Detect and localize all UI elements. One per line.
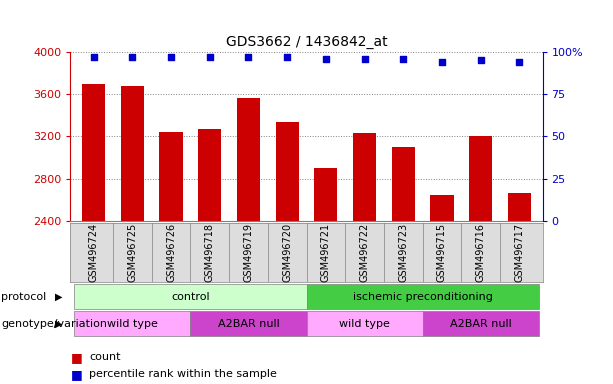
Bar [353,133,376,221]
Bar [469,136,492,221]
Point [243,54,253,60]
Bar [191,311,306,336]
Text: protocol: protocol [1,291,47,302]
Point [205,54,215,60]
Text: control: control [171,291,210,302]
Bar [74,311,191,336]
Point [514,59,524,65]
Bar [314,168,337,221]
Text: GSM496719: GSM496719 [243,223,253,282]
Text: GSM496724: GSM496724 [89,223,99,282]
Point [437,59,447,65]
Bar [422,311,539,336]
Bar [430,195,454,221]
Text: ischemic preconditioning: ischemic preconditioning [352,291,492,302]
Bar [237,98,260,221]
Text: ■: ■ [70,368,82,381]
Text: GSM496722: GSM496722 [360,223,370,282]
Bar [392,147,415,221]
Bar [82,84,105,221]
Point [166,54,176,60]
Text: ■: ■ [70,351,82,364]
Text: A2BAR null: A2BAR null [218,318,280,329]
Title: GDS3662 / 1436842_at: GDS3662 / 1436842_at [226,35,387,50]
Bar [198,129,221,221]
Text: A2BAR null: A2BAR null [450,318,511,329]
Text: GSM496716: GSM496716 [476,223,485,282]
Point [476,57,485,63]
Text: GSM496715: GSM496715 [437,223,447,282]
Point [128,54,137,60]
Text: GSM496725: GSM496725 [128,223,137,282]
Bar [276,122,299,221]
Text: ▶: ▶ [55,291,62,302]
Text: count: count [89,352,120,362]
Bar [74,284,306,309]
Bar [121,86,144,221]
Point [89,54,99,60]
Text: ▶: ▶ [55,318,62,329]
Text: GSM496723: GSM496723 [398,223,408,282]
Point [360,56,370,62]
Text: wild type: wild type [339,318,390,329]
Point [398,56,408,62]
Text: percentile rank within the sample: percentile rank within the sample [89,369,276,379]
Text: GSM496718: GSM496718 [205,223,215,282]
Text: GSM496726: GSM496726 [166,223,176,282]
Text: GSM496720: GSM496720 [282,223,292,282]
Text: wild type: wild type [107,318,158,329]
Text: GSM496717: GSM496717 [514,223,524,282]
Text: GSM496721: GSM496721 [321,223,331,282]
Bar [159,132,183,221]
Point [321,56,331,62]
Point [282,54,292,60]
Bar [306,284,539,309]
Bar [306,311,422,336]
Bar [508,194,531,221]
Text: genotype/variation: genotype/variation [1,318,107,329]
